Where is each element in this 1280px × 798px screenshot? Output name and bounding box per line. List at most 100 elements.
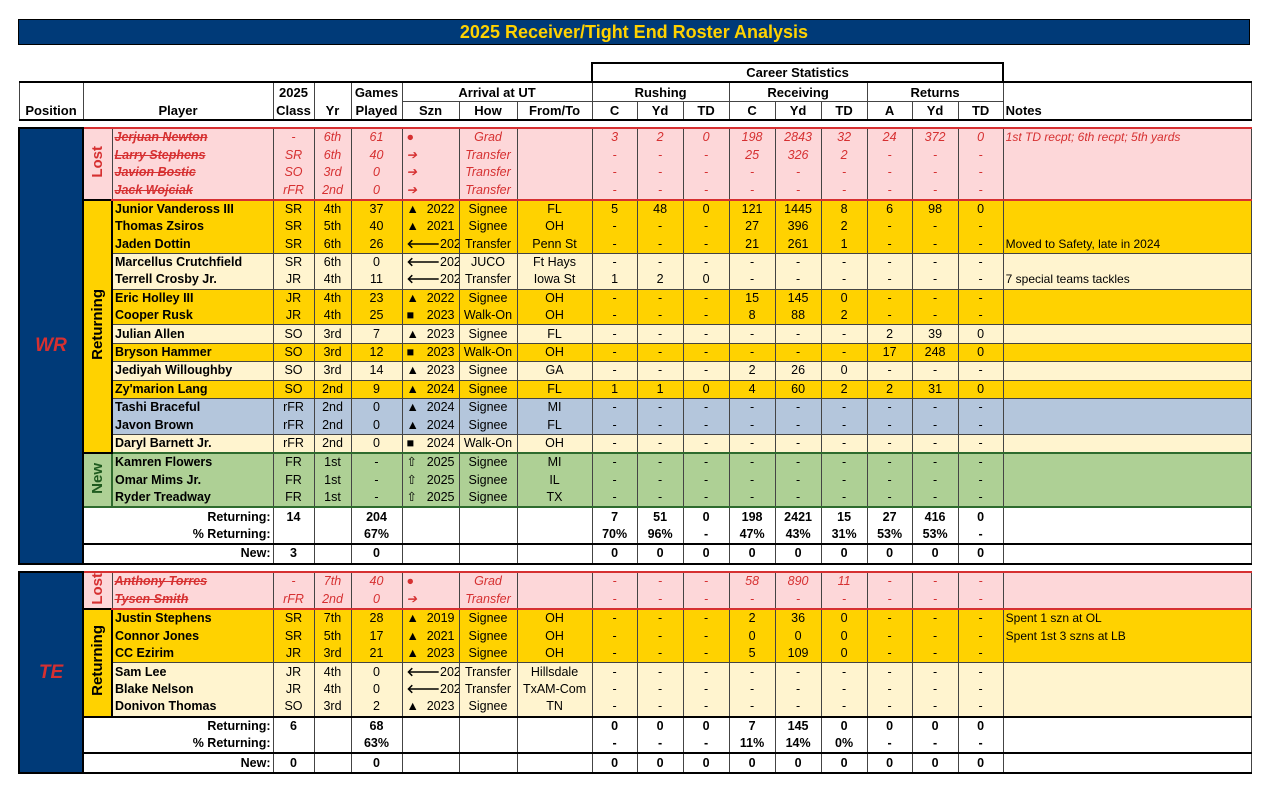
games-played-cell: 0 bbox=[350, 680, 403, 699]
stat-cell: - bbox=[591, 608, 638, 628]
stat-cell: - bbox=[682, 398, 730, 417]
stat-cell: 0 bbox=[820, 608, 868, 628]
stat-cell: - bbox=[728, 416, 776, 435]
stat-cell: - bbox=[682, 288, 730, 308]
stat-cell: 0 bbox=[820, 627, 868, 645]
summary-stat: 70% bbox=[591, 525, 638, 545]
games-played-cell: 25 bbox=[350, 307, 403, 325]
year-cell: 3rd bbox=[313, 342, 352, 362]
group-label-text: Returning bbox=[89, 625, 106, 697]
stat-cell: - bbox=[591, 471, 638, 489]
player-name: Javon Brown bbox=[111, 416, 274, 435]
stat-cell: - bbox=[911, 181, 959, 201]
stat-cell: - bbox=[682, 252, 730, 272]
player-name: Terrell Crosby Jr. bbox=[111, 271, 274, 290]
stat-cell: - bbox=[911, 235, 959, 254]
games-played-cell: 0 bbox=[350, 181, 403, 201]
summary-note bbox=[1002, 525, 1252, 545]
stat-cell: - bbox=[774, 680, 822, 699]
summary-stat: 43% bbox=[774, 525, 822, 545]
games-header-bottom: Played bbox=[350, 101, 403, 122]
transfer-in-icon: 🡐 bbox=[406, 255, 441, 270]
games-played-cell: 7 bbox=[350, 324, 403, 344]
summary-stat: - bbox=[636, 734, 684, 754]
stat-cell: - bbox=[911, 471, 959, 489]
receiving-header: Receiving bbox=[728, 81, 868, 102]
stat-cell: - bbox=[591, 570, 638, 591]
arrival-season-cell: ● bbox=[401, 570, 460, 591]
stat-cell: 248 bbox=[911, 342, 959, 362]
stat-cell: - bbox=[957, 252, 1004, 272]
stat-cell: - bbox=[774, 416, 822, 435]
stat-cell: - bbox=[728, 271, 776, 290]
summary-stat: 0 bbox=[866, 543, 913, 565]
note-cell bbox=[1002, 288, 1252, 308]
summary-row: New: 0 0 0 0 0 0 0 0 0 0 0 bbox=[19, 752, 1252, 774]
from-to-cell: OH bbox=[516, 288, 593, 308]
year-cell: 4th bbox=[313, 662, 352, 681]
signee-icon: ▲ bbox=[406, 381, 419, 396]
player-name: Eric Holley III bbox=[111, 288, 274, 308]
stat-cell: - bbox=[774, 181, 822, 201]
group-label-text: Returning bbox=[89, 289, 106, 360]
stat-cell: - bbox=[774, 590, 822, 611]
stat-cell: - bbox=[636, 252, 684, 272]
arrival-season-cell: ▲ 2023 bbox=[401, 361, 460, 381]
season-year: 2024 bbox=[440, 272, 458, 287]
arrival-how-cell: Signee bbox=[458, 288, 518, 308]
summary-arrival bbox=[401, 506, 460, 526]
stat-cell: - bbox=[911, 288, 959, 308]
player-row: Returning Junior Vandeross III SR 4th 37 ▲ 202… bbox=[19, 198, 1252, 455]
summary-note bbox=[1002, 752, 1252, 774]
games-played-cell: 61 bbox=[350, 127, 403, 147]
class-cell: SR bbox=[272, 146, 315, 164]
season-year: 2022 bbox=[426, 290, 455, 305]
stat-cell: 48 bbox=[636, 199, 684, 219]
stat-col-header: A bbox=[866, 101, 913, 122]
stat-cell: - bbox=[820, 680, 868, 699]
stat-cell: - bbox=[866, 627, 913, 645]
player-name: Junior Vandeross III bbox=[111, 199, 274, 219]
section-spacer bbox=[19, 563, 1252, 572]
stat-cell: 2 bbox=[866, 379, 913, 399]
stat-cell: - bbox=[866, 608, 913, 628]
stat-cell: - bbox=[957, 471, 1004, 489]
stat-cell: - bbox=[866, 271, 913, 290]
stat-cell: 1 bbox=[820, 235, 868, 254]
from-to-cell: Iowa St bbox=[516, 271, 593, 290]
summary-stat: 0 bbox=[957, 752, 1004, 774]
summary-stat: 0 bbox=[911, 752, 959, 774]
stat-cell: - bbox=[682, 324, 730, 344]
summary-stat: 0 bbox=[866, 752, 913, 774]
player-name: Blake Nelson bbox=[111, 680, 274, 699]
stat-cell: - bbox=[957, 433, 1004, 454]
stat-cell: 109 bbox=[774, 645, 822, 663]
stat-cell: - bbox=[866, 252, 913, 272]
stat-cell: 0 bbox=[682, 271, 730, 290]
stat-cell: 0 bbox=[957, 342, 1004, 362]
stat-cell: - bbox=[728, 181, 776, 201]
note-cell bbox=[1002, 680, 1252, 699]
arrival-season-cell: 🡐2024 bbox=[401, 271, 460, 290]
stat-cell: - bbox=[866, 218, 913, 236]
stat-cell: - bbox=[820, 252, 868, 272]
year-cell: 6th bbox=[313, 235, 352, 254]
transfer-in-icon: 🡐 bbox=[406, 664, 441, 679]
group-label-lost: Lost bbox=[82, 570, 113, 610]
arrival-how-cell: JUCO bbox=[458, 252, 518, 272]
stat-cell: - bbox=[682, 627, 730, 645]
year-cell: 6th bbox=[313, 146, 352, 164]
summary-stat: - bbox=[682, 734, 730, 754]
arrival-season-cell: ▲ 2019 bbox=[401, 608, 460, 628]
stat-cell: 1 bbox=[591, 271, 638, 290]
group-label-returning: Returning bbox=[82, 608, 113, 718]
arrival-how-cell: Walk-On bbox=[458, 307, 518, 325]
class-cell: - bbox=[272, 570, 315, 591]
games-played-cell: - bbox=[350, 471, 403, 489]
stat-cell: - bbox=[636, 627, 684, 645]
note-cell: 7 special teams tackles bbox=[1002, 271, 1252, 290]
player-name: Cooper Rusk bbox=[111, 307, 274, 325]
player-row: New Kamren Flowers FR 1st - ⇧ 2025 Signee MI - - - -… bbox=[19, 452, 1252, 509]
from-to-cell: GA bbox=[516, 361, 593, 381]
stat-cell: - bbox=[866, 698, 913, 717]
